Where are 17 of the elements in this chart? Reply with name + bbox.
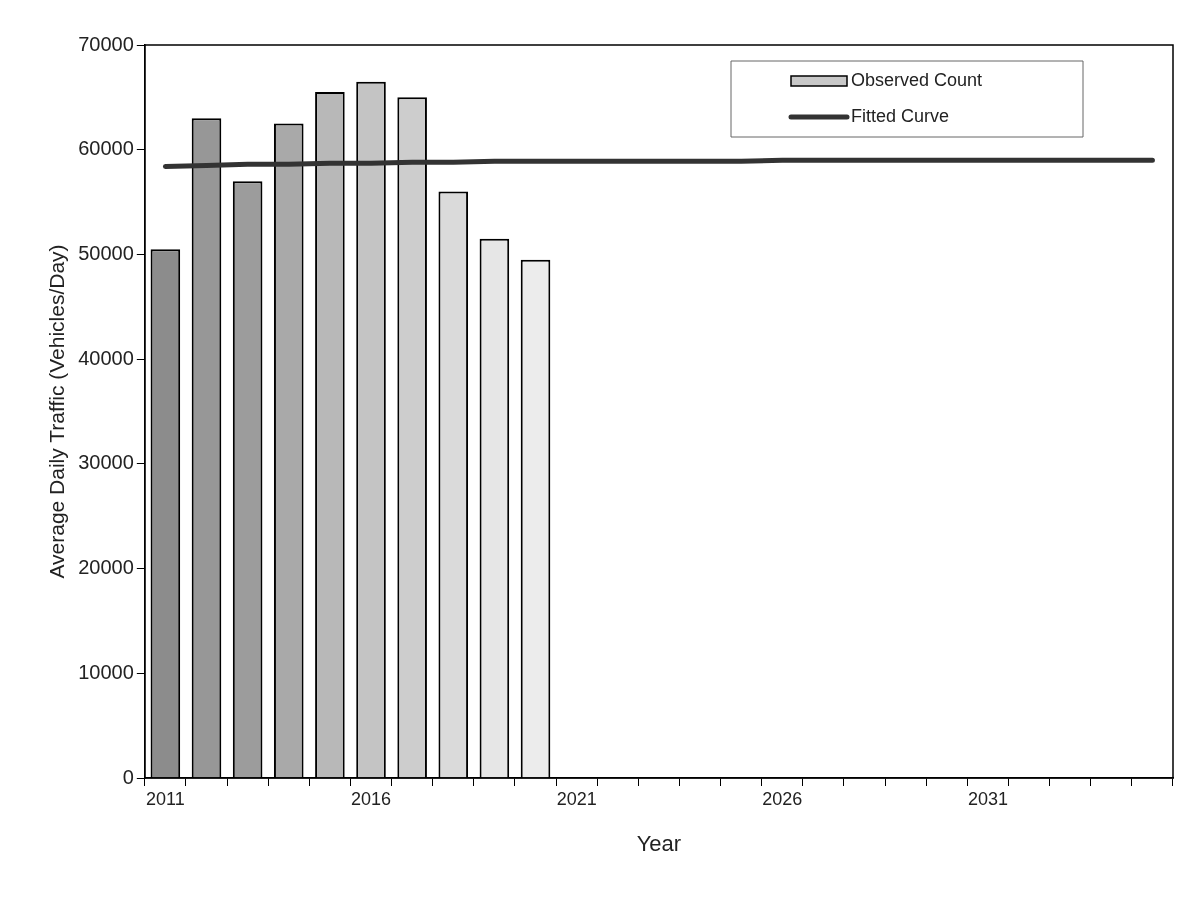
y-tick-label: 0 bbox=[122, 765, 134, 788]
y-axis-title: Average Daily Traffic (Vehicles/Day) bbox=[45, 244, 69, 579]
y-tick-label: 40000 bbox=[78, 346, 134, 369]
y-tick-label: 20000 bbox=[78, 556, 134, 579]
legend-label: Observed Count bbox=[851, 69, 983, 90]
x-tick-label: 2016 bbox=[350, 788, 392, 809]
y-tick-label: 10000 bbox=[78, 660, 134, 683]
y-tick-label: 30000 bbox=[78, 451, 134, 474]
x-tick-label: 2011 bbox=[146, 788, 185, 809]
y-tick-label: 70000 bbox=[78, 32, 134, 55]
y-tick-label: 60000 bbox=[78, 137, 134, 160]
x-tick-label: 2026 bbox=[762, 788, 803, 809]
x-axis-title: Year bbox=[636, 830, 682, 856]
y-tick-label: 50000 bbox=[78, 241, 134, 264]
x-tick-label: 2021 bbox=[556, 788, 597, 809]
legend-label: Fitted Curve bbox=[851, 105, 950, 126]
x-tick-label: 2031 bbox=[967, 788, 1008, 809]
